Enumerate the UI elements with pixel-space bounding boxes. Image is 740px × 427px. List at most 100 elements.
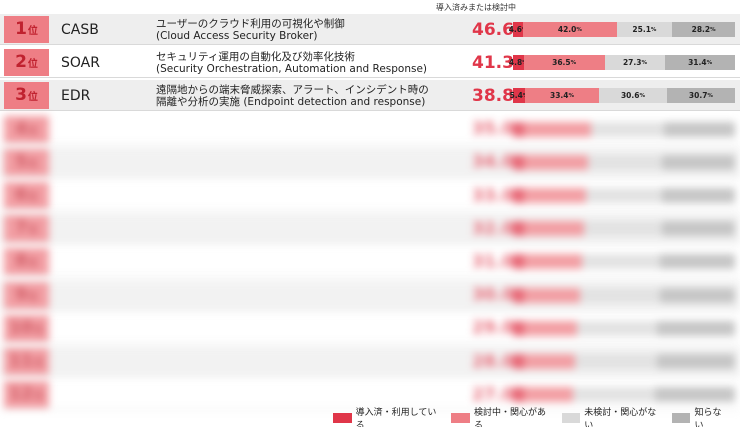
bar-segment — [524, 121, 591, 137]
rank-number: 3 — [15, 85, 27, 106]
segment-unit: % — [576, 26, 582, 33]
bar-segment — [657, 354, 735, 369]
description-line: (Cloud Access Security Broker) — [156, 29, 318, 42]
segment-unit: % — [568, 92, 575, 99]
bar-segment — [586, 188, 662, 203]
rank-number: 2 — [15, 52, 27, 73]
bar-segment — [513, 188, 525, 203]
description-line: 遠隔地からの端末脅威探索、アラート、インシデント時の — [156, 83, 429, 96]
bar-segment — [575, 354, 658, 369]
bar-segment — [584, 221, 662, 237]
bar-segment: 33.4% — [524, 88, 600, 104]
segment-label: 36.5 — [552, 58, 571, 68]
bar-segment — [524, 254, 582, 270]
bar-segment: 4.8% — [509, 55, 528, 71]
legend-item: 検討中・関心がある — [451, 405, 549, 427]
bar-segment — [524, 320, 578, 336]
bar-segment: 30.7% — [666, 88, 735, 104]
total-value: 41.3 — [472, 52, 514, 73]
legend-item: 導入済・利用している — [333, 405, 439, 427]
total-value: 34.0 — [472, 152, 514, 173]
legend-label: 未検討・関心がない — [584, 408, 657, 427]
rank-suffix: 位 — [27, 225, 38, 237]
tech-name: EDR — [61, 87, 91, 104]
total-value: 35.0 — [472, 119, 514, 140]
legend-swatch — [333, 413, 352, 423]
legend-label: 検討中・関心がある — [474, 408, 547, 427]
rank-number: 8 — [15, 251, 27, 272]
description-line: ユーザーのクラウド利用の可視化や制御 — [156, 17, 345, 30]
stacked-bar — [513, 188, 735, 203]
rank-suffix: 位 — [27, 26, 38, 37]
bar-segment: 31.4% — [665, 55, 735, 71]
bar-segment — [513, 154, 525, 170]
segment-label: 28.2 — [691, 25, 711, 34]
bar-segment — [577, 320, 658, 336]
bar-segment — [524, 354, 576, 369]
stacked-bar — [513, 287, 735, 303]
total-value: 38.8 — [472, 85, 514, 106]
tech-description — [156, 346, 436, 377]
header-note: 導入済みまたは検討中 — [436, 3, 516, 12]
bar-segment — [513, 121, 525, 137]
legend-label: 知らない — [694, 408, 722, 427]
total-value: 32.0 — [472, 218, 514, 239]
tech-description: 遠隔地からの端末脅威探索、アラート、インシデント時の 隔離や分析の実施 (Endp… — [156, 80, 436, 111]
stacked-bar — [513, 387, 735, 403]
bar-segment — [524, 387, 573, 403]
stacked-bar — [513, 221, 735, 237]
stacked-bar — [513, 154, 735, 170]
segment-label: 25.1 — [632, 25, 651, 34]
tech-name: CASB — [61, 21, 99, 38]
segment-unit: % — [707, 92, 713, 99]
table-row: 3 位 EDR 遠隔地からの端末脅威探索、アラート、インシデント時の 隔離や分析の実施 … — [0, 80, 740, 112]
bar-segment — [572, 387, 656, 403]
bar-segment: 42.0% — [523, 22, 617, 37]
bar-segment — [659, 254, 735, 270]
rank-badge: 11 位 — [4, 348, 49, 375]
rank-suffix: 位 — [27, 92, 38, 104]
rank-number: 7 — [15, 218, 27, 239]
segment-label: 4.8 — [508, 58, 523, 68]
bar-segment — [524, 287, 580, 303]
rank-number: 4 — [15, 118, 27, 139]
bar-segment: 36.5% — [523, 55, 605, 71]
rank-badge: 12 位 — [4, 381, 49, 409]
rank-suffix: 位 — [27, 291, 38, 303]
segment-label: 5.4 — [509, 91, 523, 101]
tech-description: ユーザーのクラウド利用の可視化や制御 (Cloud Access Security… — [156, 14, 436, 45]
tech-description — [156, 213, 436, 244]
stacked-bar — [513, 254, 735, 270]
total-value: 28.0 — [472, 351, 514, 372]
bar-segment: 25.1% — [616, 22, 673, 37]
legend: 導入済・利用している 検討中・関心がある 未検討・関心がない 知らない — [333, 408, 740, 427]
bar-segment — [513, 387, 525, 403]
bar-segment — [524, 154, 589, 170]
segment-unit: % — [570, 59, 577, 66]
segment-label: 30.6 — [620, 91, 640, 101]
segment-label: 33.4 — [549, 91, 569, 101]
table-row: 2 位 SOAR セキュリティ運用の自動化及び効率化技術 (Security Orche… — [0, 47, 740, 79]
rank-number: 1 — [15, 19, 27, 39]
segment-unit: % — [639, 92, 645, 99]
legend-item: 知らない — [671, 405, 728, 427]
rank-number: 9 — [15, 284, 27, 305]
bar-segment — [513, 221, 525, 237]
bar-segment — [655, 387, 735, 403]
segment-label: 4.6 — [508, 25, 522, 34]
tech-description — [156, 114, 436, 145]
bar-segment: 30.6% — [599, 88, 667, 104]
segment-unit: % — [641, 59, 647, 66]
description-line: 隔離や分析の実施 (Endpoint detection and respons… — [156, 95, 426, 108]
rank-suffix: 位 — [27, 158, 38, 170]
